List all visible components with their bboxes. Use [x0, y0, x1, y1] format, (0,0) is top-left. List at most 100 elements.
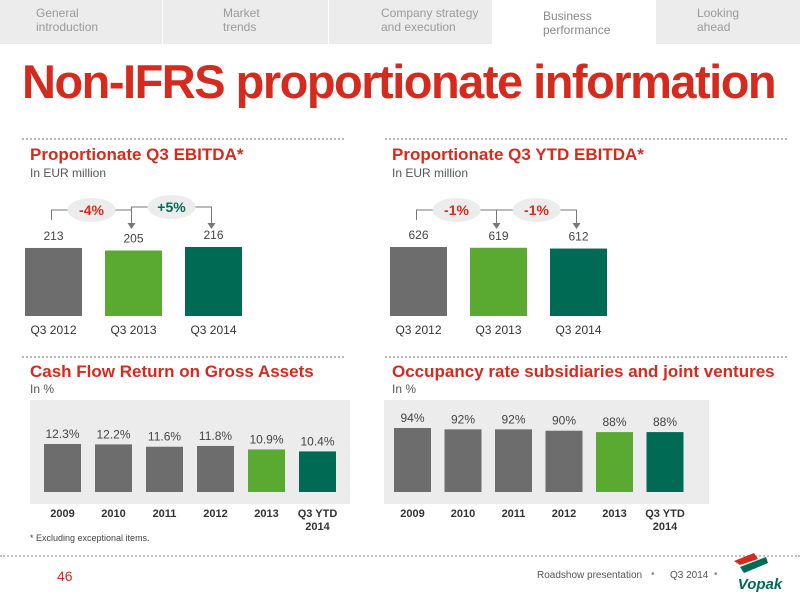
section-divider [385, 356, 787, 358]
value-label: 612 [568, 230, 588, 244]
category-label: 2012 [203, 508, 227, 520]
bar [185, 247, 242, 316]
category-label: 2011 [153, 508, 177, 520]
bar [25, 247, 82, 316]
value-label: 213 [43, 229, 63, 243]
bar [44, 444, 81, 492]
change-badge [512, 198, 561, 222]
bar [495, 429, 532, 492]
section-divider [385, 138, 787, 140]
category-label: 2010 [451, 508, 475, 520]
bar [105, 250, 162, 316]
tab-label: Market trends [223, 6, 260, 34]
vopak-logo: Vopak [734, 553, 783, 593]
footnote: * Excluding exceptional items. [30, 533, 150, 543]
arrow-head [127, 223, 136, 229]
tab-general-introduction[interactable]: General introduction [0, 0, 162, 44]
bar [394, 428, 431, 492]
category-label: Q3 2013 [475, 323, 521, 337]
category-label: 2014 [653, 521, 678, 533]
category-label: Q3 2014 [190, 323, 236, 337]
category-label: 2013 [254, 508, 278, 520]
bar [146, 446, 183, 492]
bar [95, 444, 132, 492]
footer-bullet: • [651, 569, 655, 580]
bar [299, 451, 336, 492]
tab-label: Company strategy and execution [381, 6, 479, 34]
footer-bullet: • [714, 569, 718, 580]
value-label: 10.4% [300, 434, 334, 448]
tab-market-trends[interactable]: Market trends [163, 0, 328, 44]
chart-background [30, 400, 350, 504]
value-label: 92% [501, 412, 525, 426]
value-label: 205 [123, 232, 143, 246]
bar [390, 247, 447, 316]
chart-subtitle: In % [30, 382, 55, 396]
value-label: 90% [552, 414, 576, 428]
footer-label: Roadshow presentation [537, 570, 643, 581]
change-label: -4% [79, 202, 104, 218]
value-label: 216 [203, 228, 223, 242]
category-label: Q3 2012 [395, 323, 441, 337]
value-label: 88% [653, 415, 677, 429]
section-nav: General introduction Market trends Compa… [0, 0, 800, 44]
bar [444, 429, 482, 492]
tab-label: Looking ahead [697, 6, 740, 34]
chart-title: Proportionate Q3 YTD EBITDA* [392, 145, 644, 164]
category-label: Q3 YTD [298, 508, 338, 520]
chart-subtitle: In % [392, 382, 417, 396]
arrow-head [492, 223, 501, 229]
category-label: 2012 [552, 508, 576, 520]
logo-flag-green [740, 557, 768, 573]
tab-label: General introduction [36, 6, 99, 34]
value-label: 619 [488, 229, 508, 243]
change-badge [67, 198, 116, 222]
bar [248, 449, 285, 492]
chart-subtitle: In EUR million [392, 166, 469, 180]
arrow-head [207, 223, 216, 229]
change-label: -1% [524, 202, 549, 218]
tab-business-performance[interactable]: Business performance [493, 0, 655, 44]
bar [596, 432, 633, 492]
page-number: 46 [57, 568, 73, 584]
value-label: 10.9% [249, 432, 283, 446]
category-label: 2010 [101, 508, 125, 520]
value-label: 92% [451, 412, 475, 426]
arrow-head [572, 223, 581, 229]
value-label: 626 [408, 228, 428, 242]
change-label: -1% [444, 202, 469, 218]
chart-title: Proportionate Q3 EBITDA* [30, 145, 244, 164]
bar [646, 432, 684, 492]
category-label: Q3 YTD [645, 508, 685, 520]
value-label: 11.8% [199, 429, 232, 443]
change-label: +5% [157, 199, 186, 215]
chart-subtitle: In EUR million [30, 166, 107, 180]
value-label: 94% [400, 411, 424, 425]
page-title: Non-IFRS proportionate information [22, 55, 777, 108]
value-label: 88% [602, 415, 626, 429]
bar [470, 247, 527, 316]
category-label: 2014 [305, 521, 330, 533]
change-badge [432, 198, 481, 222]
logo-flag-red [734, 553, 758, 565]
tab-looking-ahead[interactable]: Looking ahead [656, 0, 800, 44]
category-label: 2011 [502, 508, 526, 520]
footer-divider [0, 555, 800, 557]
value-label: 12.2% [96, 427, 130, 441]
logo-text: Vopak [738, 576, 783, 593]
bar [545, 430, 583, 492]
section-divider [22, 138, 344, 140]
chart-title: Occupancy rate subsidiaries and joint ve… [392, 362, 775, 381]
value-label: 12.3% [45, 427, 79, 441]
category-label: 2009 [50, 508, 74, 520]
chart-title: Cash Flow Return on Gross Assets [30, 362, 314, 381]
change-badge [147, 195, 196, 219]
footer-period: Q3 2014 [670, 570, 709, 581]
tab-company-strategy[interactable]: Company strategy and execution [329, 0, 492, 44]
category-label: Q3 2012 [30, 323, 76, 337]
bar [550, 248, 607, 316]
